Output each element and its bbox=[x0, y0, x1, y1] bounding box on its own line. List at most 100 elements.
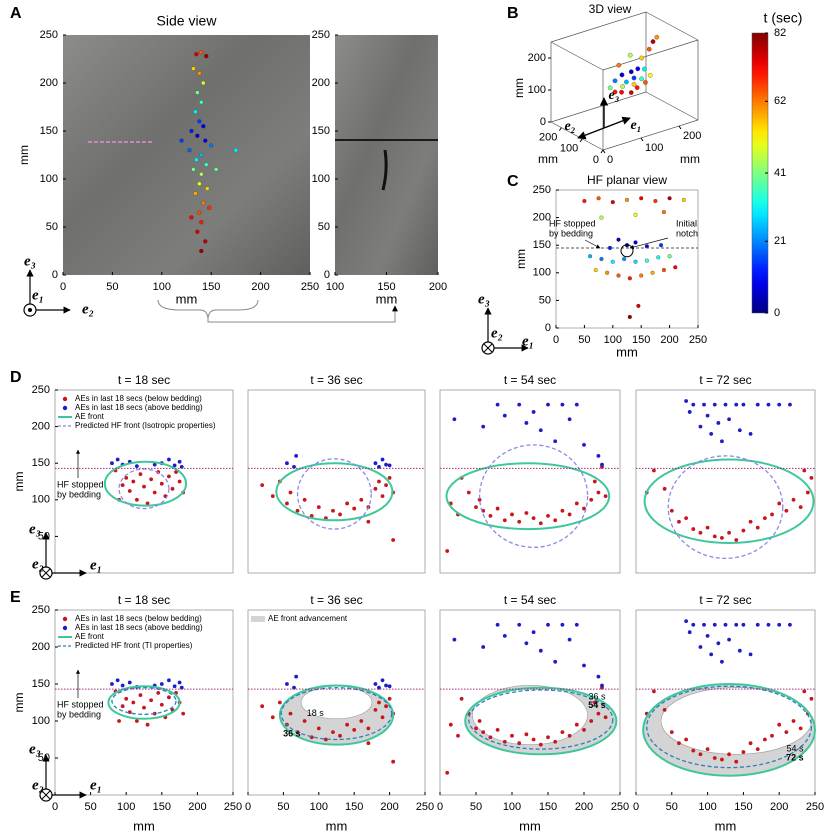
ae-point bbox=[643, 80, 648, 85]
box-edge bbox=[602, 119, 699, 151]
ae-point bbox=[669, 730, 674, 734]
legend: AEs in last 18 secs (below bedding) AEs i… bbox=[58, 614, 228, 650]
annotation: Initial bbox=[676, 218, 697, 228]
ae-point bbox=[495, 622, 500, 627]
ae-point bbox=[260, 483, 265, 488]
ae-point bbox=[199, 152, 204, 158]
ae-point bbox=[574, 501, 579, 506]
ae-point bbox=[720, 439, 724, 444]
ae-point bbox=[599, 215, 604, 220]
panel-title: t = 72 sec bbox=[699, 373, 751, 387]
ae-point bbox=[727, 752, 731, 757]
ae-point bbox=[452, 417, 457, 422]
ae-point bbox=[762, 516, 767, 520]
y-tick-label: 250 bbox=[312, 29, 330, 41]
legend-item: AE front bbox=[58, 632, 228, 641]
x-tick-label: 0 bbox=[245, 801, 251, 813]
ae-point bbox=[134, 719, 139, 723]
x-tick-label: 100 bbox=[153, 281, 171, 293]
ae-point bbox=[734, 538, 739, 542]
y-axis-label: mm bbox=[17, 145, 31, 165]
x-tick-label: 50 bbox=[578, 334, 590, 346]
ae-point bbox=[684, 737, 689, 742]
x-tick bbox=[678, 125, 682, 130]
ae-point bbox=[292, 685, 296, 690]
ae-point bbox=[681, 197, 686, 202]
ae-point bbox=[567, 733, 572, 738]
basis-label: e₁ bbox=[90, 557, 102, 573]
legend-dot bbox=[62, 616, 68, 622]
ae-point bbox=[366, 519, 371, 524]
ae-point bbox=[624, 79, 629, 85]
ae-point bbox=[373, 708, 378, 712]
ae-point bbox=[705, 413, 710, 418]
ae-point bbox=[677, 741, 681, 746]
ae-point bbox=[677, 519, 681, 524]
ae-point bbox=[560, 402, 565, 407]
ae-point bbox=[194, 52, 199, 57]
legend-swatch bbox=[251, 616, 265, 622]
y-tick-label: 200 bbox=[312, 77, 330, 89]
ae-point bbox=[791, 497, 796, 502]
y-tick-label: 100 bbox=[560, 143, 578, 155]
x-tick-label: 0 bbox=[633, 801, 639, 813]
front bbox=[468, 689, 614, 750]
ae-point bbox=[589, 719, 594, 723]
x-tick-label: 200 bbox=[683, 130, 701, 142]
x-tick-label: 100 bbox=[698, 801, 716, 813]
ae-point bbox=[285, 682, 289, 686]
front-time-label: 54 s bbox=[786, 743, 804, 753]
ae-point bbox=[698, 530, 703, 535]
ae-point bbox=[592, 700, 597, 705]
x-tick-label: 150 bbox=[734, 801, 752, 813]
annotation: HF stopped bbox=[57, 479, 104, 489]
ae-point bbox=[639, 76, 644, 82]
ae-point bbox=[524, 421, 529, 425]
ae-point bbox=[727, 530, 731, 535]
x-tick-label: 250 bbox=[224, 801, 242, 813]
y-tick-label: 200 bbox=[40, 77, 58, 89]
ae-point bbox=[589, 497, 594, 502]
x-tick-label: 200 bbox=[188, 801, 206, 813]
ae-point bbox=[622, 256, 627, 262]
colorbar-tick-label: 0 bbox=[774, 307, 780, 319]
x-axis-label: mm bbox=[519, 818, 541, 833]
ae-point bbox=[777, 722, 782, 727]
z-tick-label: 0 bbox=[540, 116, 546, 128]
x-tick-label: 200 bbox=[575, 801, 593, 813]
ae-point bbox=[705, 634, 710, 638]
ae-point bbox=[524, 511, 529, 515]
basis-arrow bbox=[577, 127, 605, 140]
ae-point bbox=[702, 402, 706, 407]
ae-point bbox=[197, 210, 202, 215]
ae-point bbox=[134, 497, 139, 502]
ae-point bbox=[384, 462, 388, 467]
ae-point bbox=[156, 690, 161, 695]
ae-point bbox=[798, 505, 803, 510]
ae-point bbox=[784, 730, 789, 734]
ae-point bbox=[502, 518, 507, 523]
panel-title: t = 18 sec bbox=[118, 373, 170, 387]
ae-point bbox=[777, 622, 782, 627]
x-tick-label: 250 bbox=[611, 801, 629, 813]
front bbox=[646, 685, 813, 769]
ae-point bbox=[199, 172, 204, 177]
ae-point bbox=[628, 69, 634, 75]
ae-point bbox=[159, 481, 164, 486]
ae-point bbox=[488, 735, 493, 740]
y-tick-label: 100 bbox=[32, 494, 50, 506]
y-tick-label: 0 bbox=[593, 154, 599, 166]
x-tick-label: 0 bbox=[607, 154, 613, 166]
ae-point bbox=[582, 663, 586, 668]
ae-point bbox=[345, 722, 350, 727]
ae-point bbox=[574, 722, 579, 727]
ae-point bbox=[567, 417, 572, 422]
ae-point bbox=[193, 191, 198, 196]
front bbox=[278, 684, 395, 746]
ae-point bbox=[582, 727, 586, 732]
ae-point bbox=[138, 472, 143, 477]
ae-point bbox=[213, 167, 219, 172]
ae-point bbox=[624, 197, 630, 202]
ae-point bbox=[802, 689, 807, 694]
ae-point bbox=[596, 196, 601, 201]
